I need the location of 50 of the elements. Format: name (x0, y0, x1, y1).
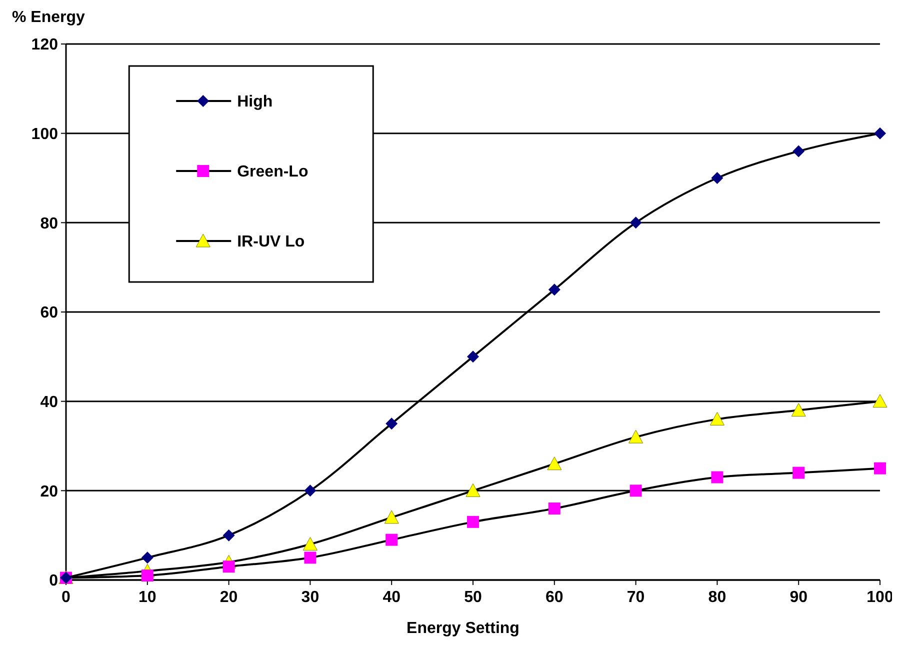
x-tick-label: 60 (546, 589, 564, 606)
y-tick-label: 40 (40, 394, 58, 411)
legend-label: High (237, 94, 273, 111)
x-tick-label: 90 (790, 589, 808, 606)
y-tick-label: 20 (40, 483, 58, 500)
point (792, 466, 805, 479)
point (384, 510, 399, 524)
point (630, 216, 642, 229)
point (792, 145, 805, 158)
point (874, 462, 886, 474)
x-axis-title: Energy Setting (406, 620, 520, 637)
point (304, 552, 316, 564)
point (630, 484, 642, 497)
x-tick-label: 0 (62, 589, 71, 606)
y-axis-title: % Energy (12, 9, 86, 26)
x-tick-label: 50 (464, 589, 482, 606)
point (711, 471, 724, 484)
y-tick-label: 100 (31, 126, 58, 143)
point (386, 418, 398, 430)
point (222, 529, 235, 542)
x-tick-label: 80 (708, 589, 726, 606)
point (141, 570, 154, 582)
point (710, 412, 724, 426)
point (711, 172, 724, 184)
point (874, 127, 886, 140)
y-tick-label: 60 (40, 304, 58, 322)
x-tick-label: 30 (301, 589, 320, 606)
x-tick-label: 20 (220, 589, 238, 606)
point (872, 394, 888, 408)
x-tick-label: 40 (382, 589, 401, 606)
x-tick-label: 10 (138, 589, 156, 606)
y-tick-label: 80 (40, 215, 58, 232)
point (466, 483, 480, 497)
point (547, 456, 562, 470)
point (548, 502, 560, 515)
legend-label: IR-UV Lo (237, 234, 305, 251)
point (304, 484, 316, 497)
point (141, 552, 154, 564)
x-tick-label: 70 (626, 589, 645, 606)
y-tick-label: 120 (31, 36, 58, 54)
y-tick-label: 0 (49, 572, 58, 590)
point (628, 430, 644, 444)
point (386, 534, 398, 546)
point (467, 350, 479, 363)
point (302, 537, 318, 551)
point (222, 560, 235, 573)
point (467, 516, 479, 528)
point (791, 403, 806, 417)
point (548, 284, 560, 296)
legend-label: Green-Lo (237, 164, 308, 181)
